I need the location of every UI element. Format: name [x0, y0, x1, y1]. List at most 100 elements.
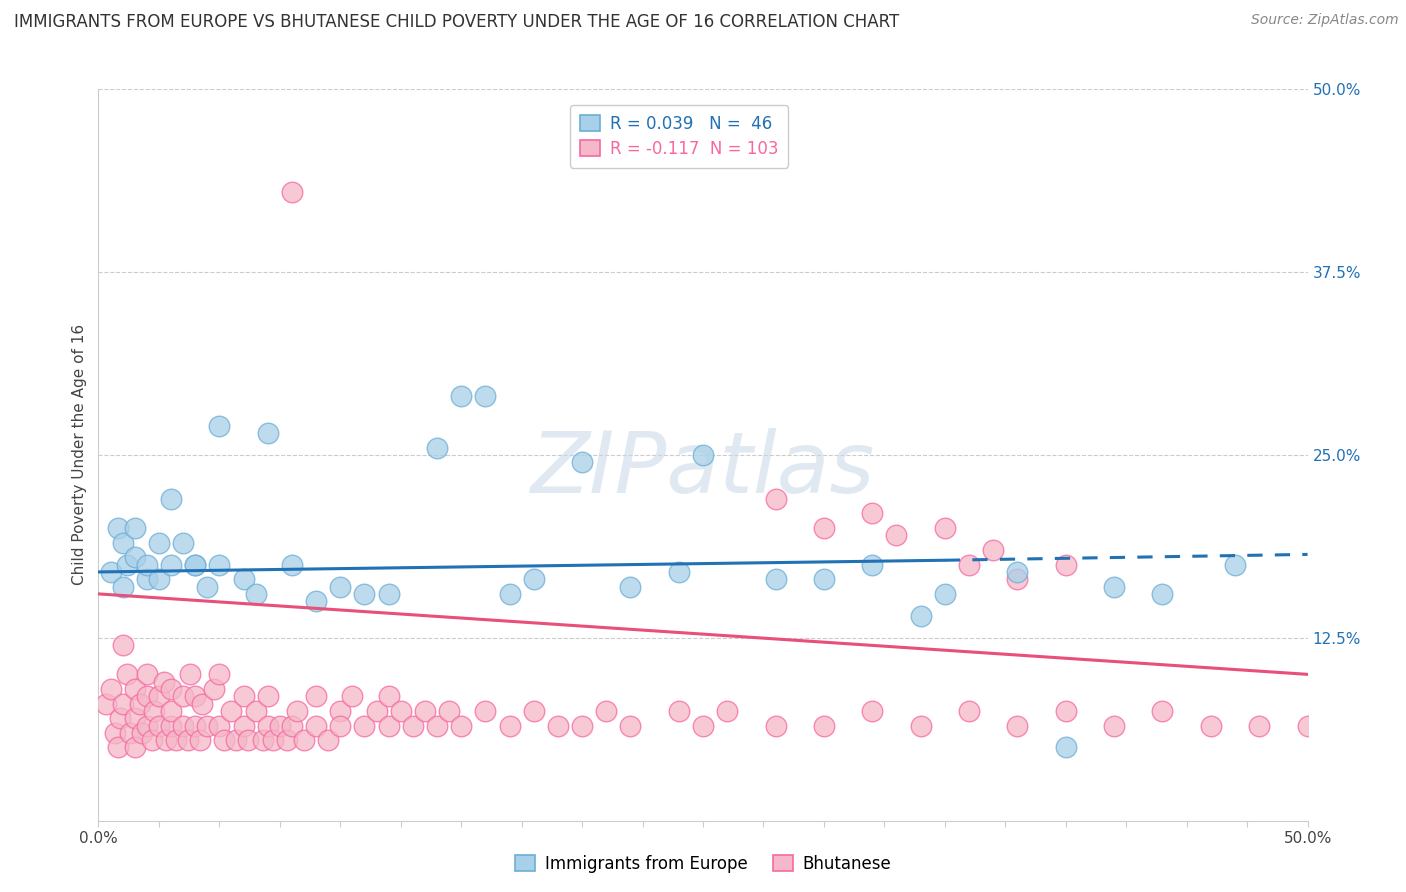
Point: [111, 580, 134, 594]
Point: [111, 535, 134, 549]
Point: [256, 690, 278, 704]
Point: [141, 733, 163, 747]
Text: IMMIGRANTS FROM EUROPE VS BHUTANESE CHILD POVERTY UNDER THE AGE OF 16 CORRELATIO: IMMIGRANTS FROM EUROPE VS BHUTANESE CHIL…: [14, 13, 900, 31]
Point: [1054, 558, 1077, 572]
Point: [204, 681, 226, 696]
Point: [1007, 565, 1029, 579]
Point: [232, 690, 254, 704]
Point: [450, 718, 472, 732]
Point: [366, 704, 388, 718]
Point: [256, 718, 278, 732]
Point: [124, 681, 146, 696]
Point: [179, 667, 201, 681]
Point: [498, 587, 520, 601]
Point: [148, 535, 170, 549]
Point: [619, 580, 641, 594]
Point: [281, 185, 304, 199]
Point: [245, 704, 267, 718]
Point: [377, 690, 399, 704]
Point: [269, 718, 291, 732]
Point: [813, 718, 835, 732]
Point: [498, 718, 520, 732]
Point: [523, 572, 546, 586]
Point: [124, 740, 146, 755]
Point: [353, 587, 375, 601]
Point: [252, 733, 274, 747]
Point: [716, 704, 738, 718]
Point: [262, 733, 284, 747]
Point: [184, 690, 207, 704]
Point: [184, 718, 207, 732]
Point: [232, 718, 254, 732]
Point: [547, 718, 569, 732]
Point: [160, 491, 183, 506]
Y-axis label: Child Poverty Under the Age of 16: Child Poverty Under the Age of 16: [72, 325, 87, 585]
Point: [765, 491, 787, 506]
Point: [957, 558, 980, 572]
Point: [212, 733, 235, 747]
Point: [107, 521, 129, 535]
Point: [281, 558, 304, 572]
Point: [124, 521, 146, 535]
Point: [316, 733, 339, 747]
Point: [100, 681, 122, 696]
Point: [1102, 580, 1125, 594]
Point: [305, 718, 328, 732]
Point: [1102, 718, 1125, 732]
Point: [1054, 740, 1077, 755]
Point: [413, 704, 436, 718]
Point: [195, 580, 218, 594]
Point: [1296, 718, 1319, 732]
Point: [135, 718, 157, 732]
Point: [281, 718, 304, 732]
Point: [184, 558, 207, 572]
Point: [172, 690, 194, 704]
Point: [245, 587, 267, 601]
Point: [934, 521, 956, 535]
Point: [160, 681, 183, 696]
Point: [256, 425, 278, 440]
Point: [1199, 718, 1222, 732]
Point: [165, 733, 187, 747]
Point: [860, 704, 883, 718]
Point: [135, 572, 157, 586]
Point: [342, 690, 364, 704]
Point: [571, 718, 593, 732]
Point: [1249, 718, 1271, 732]
Point: [402, 718, 425, 732]
Legend: R = 0.039   N =  46, R = -0.117  N = 103: R = 0.039 N = 46, R = -0.117 N = 103: [569, 105, 789, 168]
Point: [111, 638, 134, 652]
Point: [1152, 587, 1174, 601]
Point: [184, 558, 207, 572]
Point: [668, 565, 690, 579]
Point: [860, 507, 883, 521]
Point: [329, 704, 352, 718]
Point: [329, 580, 352, 594]
Point: [143, 704, 166, 718]
Point: [389, 704, 412, 718]
Point: [172, 535, 194, 549]
Point: [1223, 558, 1246, 572]
Point: [474, 704, 496, 718]
Point: [981, 543, 1004, 558]
Point: [668, 704, 690, 718]
Point: [100, 565, 122, 579]
Point: [765, 572, 787, 586]
Point: [860, 558, 883, 572]
Point: [377, 587, 399, 601]
Point: [276, 733, 298, 747]
Point: [437, 704, 460, 718]
Point: [523, 704, 546, 718]
Point: [474, 389, 496, 403]
Point: [124, 550, 146, 565]
Point: [225, 733, 247, 747]
Point: [155, 733, 177, 747]
Point: [104, 726, 127, 740]
Point: [353, 718, 375, 732]
Legend: Immigrants from Europe, Bhutanese: Immigrants from Europe, Bhutanese: [508, 848, 898, 880]
Point: [148, 690, 170, 704]
Point: [117, 558, 139, 572]
Point: [118, 726, 141, 740]
Point: [128, 697, 150, 711]
Point: [886, 528, 908, 542]
